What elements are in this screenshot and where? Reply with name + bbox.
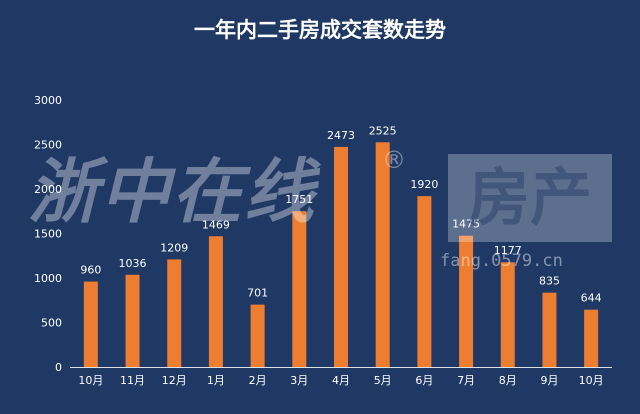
y-tick-label: 1000 [34, 272, 62, 285]
bar-value-label: 1469 [202, 218, 230, 231]
bar [208, 236, 223, 367]
bar-value-label: 1751 [285, 193, 313, 206]
bar-value-label: 1036 [119, 257, 147, 270]
x-tick-label: 5月 [374, 374, 392, 387]
y-tick-label: 3000 [34, 94, 62, 107]
bar [334, 146, 348, 367]
x-tick-label: 6月 [415, 374, 433, 387]
bar [250, 304, 265, 367]
bar [542, 292, 557, 367]
bar-value-label: 960 [80, 264, 101, 277]
y-tick-label: 0 [55, 361, 62, 374]
bar-value-label: 1475 [452, 218, 480, 231]
y-tick-label: 500 [41, 317, 62, 330]
bar [125, 274, 140, 367]
x-tick-label: 10月 [78, 374, 103, 387]
bar-value-label: 2525 [369, 124, 397, 137]
x-tick-label: 2月 [249, 374, 267, 387]
y-tick-label: 1500 [34, 228, 62, 241]
bar-value-label: 835 [539, 275, 560, 288]
x-tick-label: 11月 [120, 374, 145, 387]
bar [500, 262, 515, 367]
bar [459, 235, 474, 367]
x-tick-label: 9月 [540, 374, 558, 387]
x-tick-label: 3月 [290, 374, 308, 387]
bar [292, 211, 307, 367]
bar-value-label: 701 [247, 287, 268, 300]
x-tick-label: 12月 [162, 374, 187, 387]
bar [83, 281, 98, 367]
x-tick-label: 10月 [579, 374, 604, 387]
bar-value-label: 1209 [160, 241, 188, 254]
bar-value-label: 644 [581, 292, 602, 305]
y-tick-label: 2000 [34, 183, 62, 196]
bar [167, 259, 182, 367]
chart-title: 一年内二手房成交套数走势 [194, 18, 446, 42]
y-tick-label: 2500 [34, 139, 62, 152]
bar [417, 196, 432, 367]
x-tick-label: 1月 [207, 374, 225, 387]
bar [584, 309, 599, 367]
x-tick-label: 8月 [499, 374, 517, 387]
x-tick-label: 4月 [332, 374, 350, 387]
bar [375, 142, 390, 367]
x-tick-label: 7月 [457, 374, 475, 387]
bar-value-label: 1920 [410, 178, 438, 191]
bar-value-label: 1177 [494, 244, 522, 257]
bar-value-label: 2473 [327, 129, 355, 142]
